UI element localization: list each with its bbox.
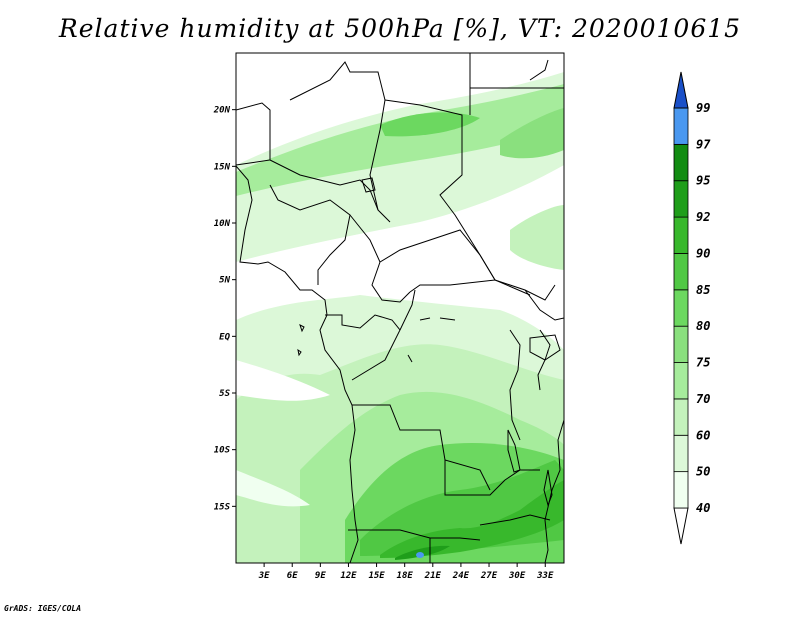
colorbar-label: 90 xyxy=(696,246,710,260)
colorbar-label: 70 xyxy=(696,392,710,406)
colorbar-segment xyxy=(673,253,689,291)
boundaries xyxy=(236,53,564,563)
colorbar-under-arrow xyxy=(673,507,689,545)
border-cameroon xyxy=(349,214,411,303)
humidity-patch-east-mid xyxy=(510,205,564,270)
lake-fragments-2 xyxy=(439,317,456,321)
colorbar-segment xyxy=(673,362,689,400)
lat-tick-label: EQ xyxy=(219,332,230,342)
lon-tick-label: 27E xyxy=(480,571,498,581)
colorbar-segment xyxy=(673,180,689,218)
colorbar-label: 92 xyxy=(696,210,710,224)
border-north-4 xyxy=(384,99,496,281)
lat-tick-label: 10S xyxy=(214,446,231,456)
colorbar-label: 99 xyxy=(696,101,710,115)
island-sao-tome xyxy=(297,348,302,357)
colorbar-segment xyxy=(673,107,689,145)
humidity-band-east-patch xyxy=(500,108,564,159)
border-east-2 xyxy=(529,59,549,81)
border-east-1 xyxy=(524,289,564,321)
east-africa-coastline xyxy=(544,419,564,563)
humidity-peak-spot xyxy=(416,552,424,558)
colorbar-label: 60 xyxy=(696,428,710,442)
lake-fragments-1 xyxy=(419,317,431,321)
lat-tick-label: 5S xyxy=(219,389,230,399)
lon-tick-label: 18E xyxy=(397,571,414,581)
colorbar-label: 97 xyxy=(696,137,711,151)
colorbar-segment xyxy=(673,289,689,327)
island-bioko xyxy=(299,324,305,333)
border-gabon xyxy=(325,314,401,381)
lake-chad xyxy=(361,177,376,193)
dry-streak-ocean xyxy=(236,360,330,401)
border-zimbabwe xyxy=(479,514,551,526)
colorbar: 40 50 60 70 75 80 85 90 92 95 97 99 xyxy=(673,71,711,545)
colorbar-label: 75 xyxy=(696,356,710,370)
colorbar-label: 50 xyxy=(696,465,710,479)
lat-tick-label: 20N xyxy=(213,106,231,116)
colorbar-segment xyxy=(673,434,689,473)
lake-fragments-3 xyxy=(407,354,413,363)
colorbar-label: 95 xyxy=(696,174,710,188)
border-drc-west xyxy=(399,289,416,331)
lat-tick-label: 5N xyxy=(219,276,230,286)
border-north-2 xyxy=(269,159,379,211)
lon-tick-label: 12E xyxy=(340,571,357,581)
colorbar-label: 40 xyxy=(696,501,710,515)
longitude-axis: 3E 6E 9E 12E 15E 18E 21E 24E 27E 30E 33E xyxy=(258,563,554,581)
lon-tick-label: 3E xyxy=(258,571,270,581)
lat-tick-label: 10N xyxy=(214,219,231,229)
lon-tick-label: 6E xyxy=(287,571,298,581)
border-drc-angola xyxy=(352,404,491,491)
border-car xyxy=(379,229,531,296)
lon-tick-label: 30E xyxy=(508,571,526,581)
border-north-1 xyxy=(236,102,271,166)
lat-tick-label: 15S xyxy=(214,502,231,512)
latitude-axis: 20N 15N 10N 5N EQ 5S 10S 15S xyxy=(213,106,236,512)
great-lakes-1 xyxy=(509,329,521,441)
lake-malawi xyxy=(543,469,553,507)
border-congo-north xyxy=(409,279,556,301)
humidity-south-90 xyxy=(380,480,564,558)
lon-tick-label: 9E xyxy=(315,571,326,581)
plot-frame xyxy=(235,52,565,564)
colorbar-segment xyxy=(673,216,689,254)
colorbar-over-arrow xyxy=(673,71,689,109)
grads-credit: GrADS: IGES/COLA xyxy=(4,604,82,613)
lat-tick-label: 15N xyxy=(214,162,231,172)
colorbar-segment xyxy=(673,143,689,182)
lake-victoria xyxy=(529,334,561,361)
colorbar-label: 85 xyxy=(696,283,710,297)
border-north-3 xyxy=(289,61,391,223)
map-title: Relative humidity at 500hPa [%], VT: 202… xyxy=(58,14,742,43)
border-zambia xyxy=(444,460,540,496)
humidity-band-north-core xyxy=(380,112,480,137)
lon-tick-label: 21E xyxy=(424,571,442,581)
lon-tick-label: 15E xyxy=(368,571,385,581)
dry-streak-ocean-2 xyxy=(236,470,310,507)
humidity-band-north-mid xyxy=(236,84,564,196)
colorbar-segment xyxy=(673,398,689,436)
colorbar-label: 80 xyxy=(696,319,710,333)
lon-tick-label: 33E xyxy=(536,571,554,581)
humidity-shading xyxy=(236,72,564,563)
colorbar-segment xyxy=(673,325,689,363)
lon-tick-label: 24E xyxy=(452,571,470,581)
colorbar-segment xyxy=(673,471,689,509)
lake-tanganyika xyxy=(507,429,521,473)
